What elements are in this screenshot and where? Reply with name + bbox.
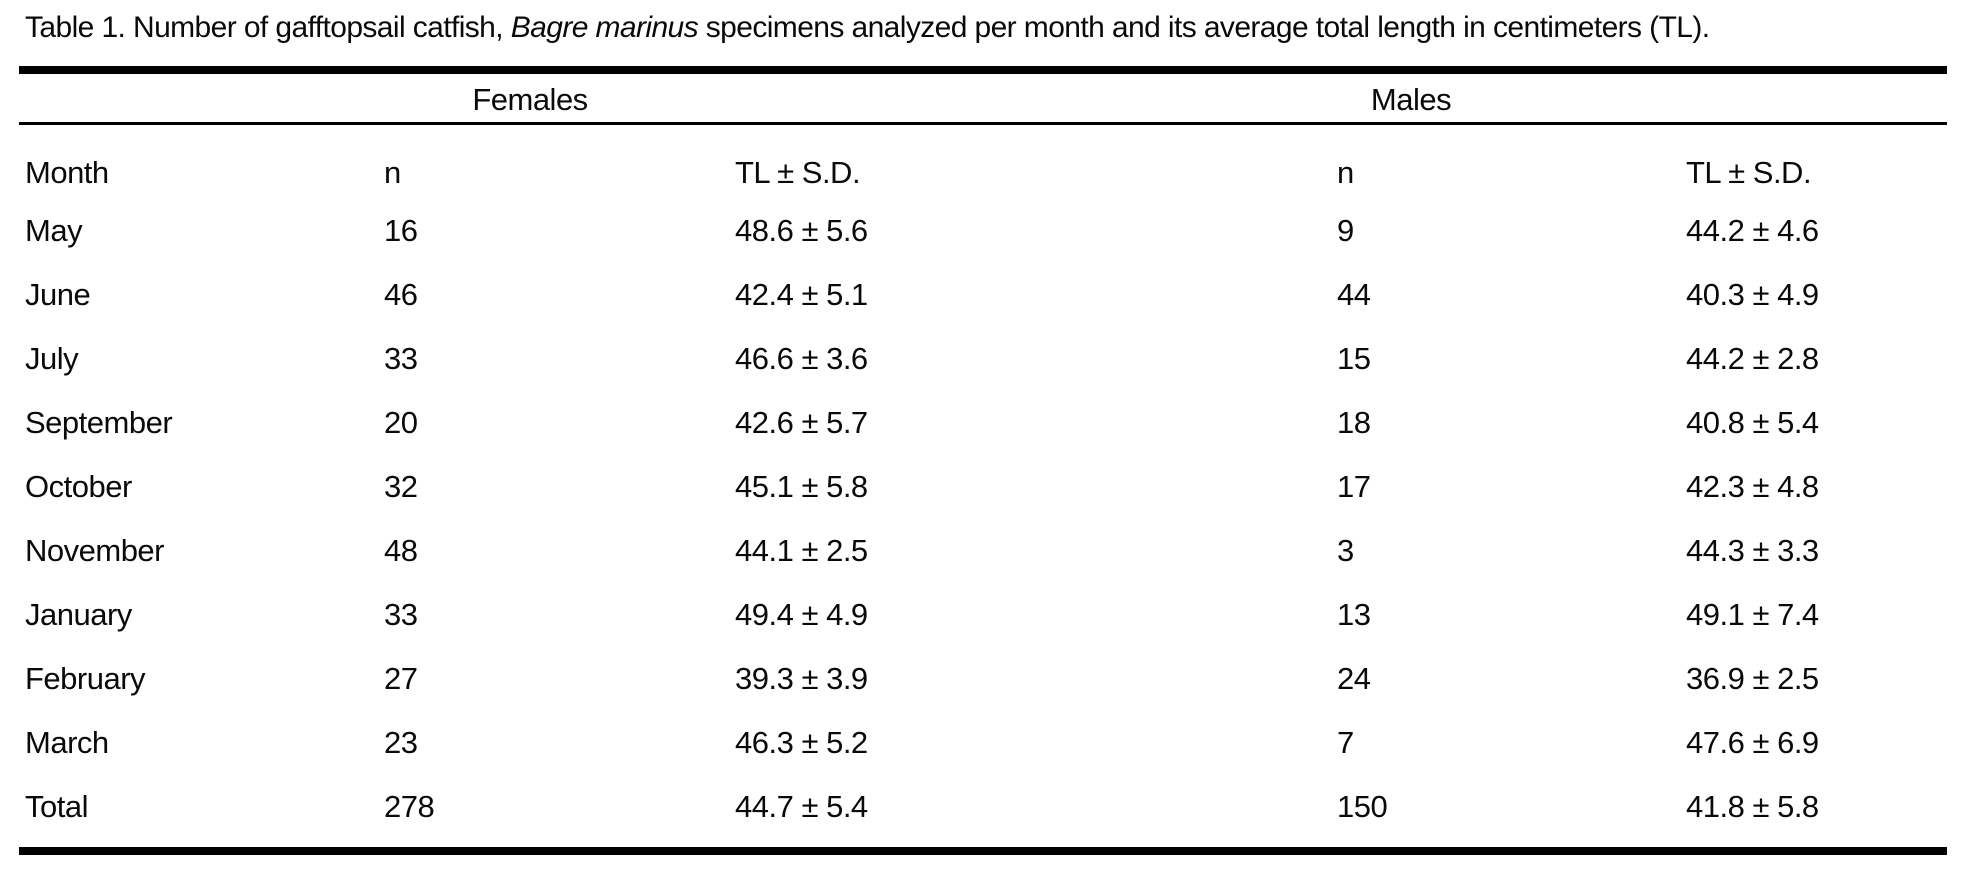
table-row-november: November 48 44.1 ± 2.5 3 44.3 ± 3.3 (0, 533, 1967, 597)
cell-n-males: 9 (1337, 213, 1354, 248)
cell-n-males: 18 (1337, 405, 1371, 440)
column-header-row: Month n TL ± S.D. n TL ± S.D. (0, 155, 1967, 219)
cell-month: January (25, 597, 132, 632)
table-body: May 16 48.6 ± 5.6 9 44.2 ± 4.6 June 46 4… (0, 213, 1967, 853)
caption-prefix: Table 1. Number of gafftopsail catfish, (25, 11, 511, 44)
cell-n-females: 33 (384, 597, 418, 632)
cell-tl-males: 49.1 ± 7.4 (1686, 597, 1819, 632)
table-row-january: January 33 49.4 ± 4.9 13 49.1 ± 7.4 (0, 597, 1967, 661)
cell-tl-females: 42.4 ± 5.1 (735, 277, 868, 312)
cell-tl-females: 45.1 ± 5.8 (735, 469, 868, 504)
table-caption: Table 1. Number of gafftopsail catfish, … (25, 11, 1710, 45)
bottom-border-rule (19, 847, 1947, 855)
table-row-may: May 16 48.6 ± 5.6 9 44.2 ± 4.6 (0, 213, 1967, 277)
header-divider-rule (19, 122, 1947, 125)
col-header-month: Month (25, 155, 109, 190)
caption-species-name: Bagre marinus (510, 11, 699, 44)
table-row-july: July 33 46.6 ± 3.6 15 44.2 ± 2.8 (0, 341, 1967, 405)
group-header-males: Males (1370, 82, 1452, 117)
cell-month: Total (25, 789, 88, 824)
cell-month: March (25, 725, 109, 760)
cell-tl-males: 40.8 ± 5.4 (1686, 405, 1819, 440)
cell-n-females: 23 (384, 725, 418, 760)
cell-tl-males: 44.2 ± 4.6 (1686, 213, 1819, 248)
cell-month: October (25, 469, 132, 504)
cell-tl-males: 40.3 ± 4.9 (1686, 277, 1819, 312)
caption-suffix: specimens analyzed per month and its ave… (698, 11, 1710, 44)
cell-n-males: 150 (1337, 789, 1388, 824)
cell-month: June (25, 277, 91, 312)
cell-tl-females: 42.6 ± 5.7 (735, 405, 868, 440)
cell-tl-females: 39.3 ± 3.9 (735, 661, 868, 696)
table-row-february: February 27 39.3 ± 3.9 24 36.9 ± 2.5 (0, 661, 1967, 725)
cell-tl-females: 46.6 ± 3.6 (735, 341, 868, 376)
top-border-rule (19, 66, 1947, 74)
cell-month: May (25, 213, 83, 248)
cell-tl-males: 42.3 ± 4.8 (1686, 469, 1819, 504)
cell-tl-males: 47.6 ± 6.9 (1686, 725, 1819, 760)
cell-n-females: 20 (384, 405, 418, 440)
group-header-females: Females (472, 82, 588, 117)
cell-n-males: 13 (1337, 597, 1371, 632)
cell-n-females: 48 (384, 533, 418, 568)
col-header-tl-females: TL ± S.D. (735, 155, 861, 190)
cell-n-females: 16 (384, 213, 418, 248)
cell-tl-females: 44.7 ± 5.4 (735, 789, 868, 824)
cell-n-males: 7 (1337, 725, 1354, 760)
cell-n-males: 17 (1337, 469, 1371, 504)
cell-month: July (25, 341, 79, 376)
cell-tl-females: 44.1 ± 2.5 (735, 533, 868, 568)
cell-n-males: 15 (1337, 341, 1371, 376)
table-row-total: Total 278 44.7 ± 5.4 150 41.8 ± 5.8 (0, 789, 1967, 853)
cell-tl-females: 49.4 ± 4.9 (735, 597, 868, 632)
cell-n-females: 46 (384, 277, 418, 312)
cell-month: September (25, 405, 173, 440)
table-row-june: June 46 42.4 ± 5.1 44 40.3 ± 4.9 (0, 277, 1967, 341)
table-row-september: September 20 42.6 ± 5.7 18 40.8 ± 5.4 (0, 405, 1967, 469)
cell-n-females: 27 (384, 661, 418, 696)
table-row-october: October 32 45.1 ± 5.8 17 42.3 ± 4.8 (0, 469, 1967, 533)
cell-tl-males: 44.2 ± 2.8 (1686, 341, 1819, 376)
cell-tl-males: 41.8 ± 5.8 (1686, 789, 1819, 824)
cell-tl-males: 36.9 ± 2.5 (1686, 661, 1819, 696)
col-header-n-males: n (1337, 155, 1354, 190)
cell-tl-females: 48.6 ± 5.6 (735, 213, 868, 248)
cell-n-males: 3 (1337, 533, 1354, 568)
cell-month: February (25, 661, 146, 696)
cell-n-females: 278 (384, 789, 435, 824)
table-row-march: March 23 46.3 ± 5.2 7 47.6 ± 6.9 (0, 725, 1967, 789)
cell-n-females: 32 (384, 469, 418, 504)
cell-n-females: 33 (384, 341, 418, 376)
cell-month: November (25, 533, 165, 568)
cell-tl-males: 44.3 ± 3.3 (1686, 533, 1819, 568)
col-header-tl-males: TL ± S.D. (1686, 155, 1812, 190)
cell-n-males: 24 (1337, 661, 1371, 696)
col-header-n-females: n (384, 155, 401, 190)
cell-n-males: 44 (1337, 277, 1371, 312)
cell-tl-females: 46.3 ± 5.2 (735, 725, 868, 760)
